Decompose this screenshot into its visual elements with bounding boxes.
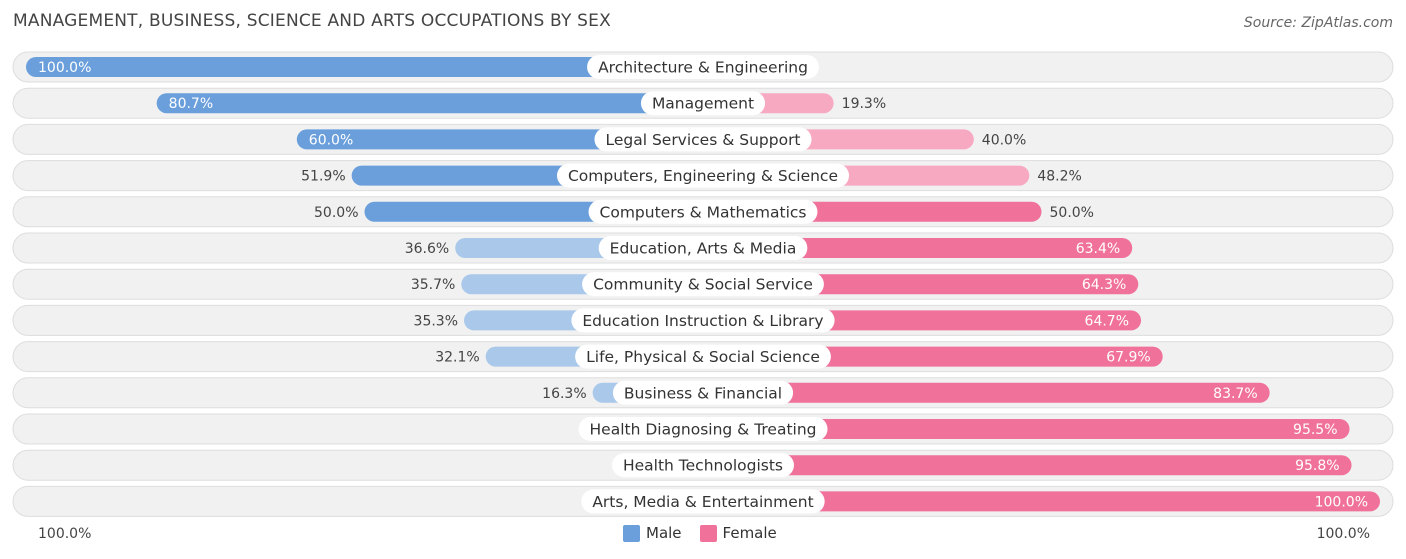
value-label-female: 83.7% bbox=[1213, 386, 1257, 402]
value-label-female: 40.0% bbox=[982, 132, 1026, 148]
value-label-male: 51.9% bbox=[301, 169, 345, 185]
chart-row: 32.1% 67.9% Life, Physical & Social Scienc… bbox=[12, 341, 1394, 373]
value-label-male: 80.7% bbox=[169, 96, 213, 112]
value-label-female: 48.2% bbox=[1037, 169, 1081, 185]
category-label: Health Technologists bbox=[623, 457, 783, 475]
bar-female bbox=[693, 419, 1350, 439]
chart-row: 60.0% 40.0% Legal Services & Support bbox=[12, 123, 1394, 155]
value-label-female: 95.5% bbox=[1293, 422, 1337, 438]
category-label: Health Diagnosing & Treating bbox=[590, 421, 817, 439]
chart-row: 4.5%95.5%Health Diagnosing & Treating bbox=[12, 413, 1394, 445]
category-pill bbox=[556, 163, 850, 188]
value-label-female: 50.0% bbox=[1050, 205, 1094, 221]
chart-row: 80.7% 19.3% Management bbox=[12, 87, 1394, 119]
category-label: Community & Social Service bbox=[593, 276, 813, 294]
chart-row: 4.2%95.8%Health Technologists bbox=[12, 449, 1394, 481]
value-label-male: 35.7% bbox=[411, 277, 455, 293]
value-label-female: 63.4% bbox=[1076, 241, 1120, 257]
value-label-female: 64.7% bbox=[1085, 313, 1129, 329]
chart-row: 36.6% 63.4% Education, Arts & Media bbox=[12, 232, 1394, 264]
value-label-male: 60.0% bbox=[309, 132, 353, 148]
category-label: Arts, Media & Entertainment bbox=[592, 493, 813, 511]
axis-left-label: 100.0% bbox=[38, 526, 92, 542]
category-label: Life, Physical & Social Science bbox=[586, 348, 820, 366]
value-label-female: 95.8% bbox=[1295, 458, 1339, 474]
bar-female bbox=[693, 455, 1352, 476]
category-label: Education Instruction & Library bbox=[582, 312, 823, 330]
category-label: Business & Financial bbox=[624, 384, 782, 402]
value-label-female: 67.9% bbox=[1106, 350, 1150, 366]
legend: Male Female bbox=[623, 524, 777, 542]
category-pill bbox=[578, 417, 828, 441]
bar-male bbox=[156, 93, 713, 114]
legend-swatch-male bbox=[623, 524, 640, 542]
category-pill bbox=[640, 91, 766, 116]
category-pill bbox=[587, 55, 819, 79]
category-label: Management bbox=[652, 95, 754, 113]
value-label-male: 50.0% bbox=[314, 205, 358, 221]
legend-label-female: Female bbox=[722, 524, 777, 542]
bar-female bbox=[693, 491, 1380, 512]
value-label-male: 16.3% bbox=[542, 386, 586, 402]
value-label-male: 32.1% bbox=[435, 350, 479, 366]
value-label-female: 100.0% bbox=[1315, 494, 1368, 510]
bar-male bbox=[26, 57, 713, 77]
bar-female bbox=[693, 382, 1270, 403]
legend-label-male: Male bbox=[646, 524, 682, 542]
category-pill bbox=[612, 380, 794, 405]
category-pill bbox=[594, 127, 812, 152]
category-pill bbox=[582, 272, 824, 297]
chart-row: 100.0%0.0%Architecture & Engineering bbox=[12, 51, 1394, 83]
category-pill bbox=[575, 344, 831, 369]
legend-swatch-female bbox=[699, 524, 717, 542]
chart-row: 50.0% 50.0% Computers & Mathematics bbox=[12, 196, 1394, 228]
chart-row: 51.9% 48.2% Computers, Engineering & Scien… bbox=[12, 160, 1394, 192]
value-label-female: 19.3% bbox=[842, 96, 886, 112]
value-label-male: 100.0% bbox=[38, 60, 91, 76]
category-label: Architecture & Engineering bbox=[598, 59, 808, 77]
category-label: Computers, Engineering & Science bbox=[568, 167, 838, 185]
chart-title: MANAGEMENT, BUSINESS, SCIENCE AND ARTS O… bbox=[13, 11, 611, 31]
value-label-male: 35.3% bbox=[414, 313, 458, 329]
category-label: Legal Services & Support bbox=[605, 131, 800, 149]
category-pill bbox=[571, 308, 835, 333]
category-pill bbox=[588, 199, 818, 224]
category-pill bbox=[598, 236, 808, 260]
category-label: Computers & Mathematics bbox=[600, 203, 807, 221]
chart-row: 16.3% 83.7% Business & Financial bbox=[12, 377, 1394, 409]
category-pill bbox=[581, 489, 825, 514]
legend-item-male: Male bbox=[623, 524, 682, 542]
value-label-female: 64.3% bbox=[1082, 277, 1126, 293]
chart-row: 0.0%100.0%Arts, Media & Entertainment bbox=[12, 485, 1394, 517]
value-label-male: 36.6% bbox=[405, 241, 449, 257]
legend-item-female: Female bbox=[699, 524, 777, 542]
category-label: Education, Arts & Media bbox=[610, 240, 797, 258]
chart-row: 35.7% 64.3% Community & Social Service bbox=[12, 268, 1394, 300]
source-label: Source: ZipAtlas.com bbox=[1243, 15, 1393, 31]
category-pill bbox=[611, 453, 795, 478]
axis-right-label: 100.0% bbox=[1316, 526, 1370, 542]
chart-row: 35.3% 64.7% Education Instruction & Librar… bbox=[12, 304, 1394, 336]
